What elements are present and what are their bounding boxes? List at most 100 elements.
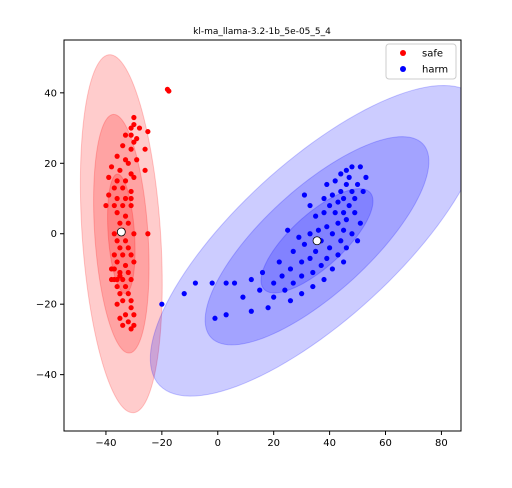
harm-point (338, 188, 344, 195)
safe-point (128, 305, 134, 311)
harm-point (335, 199, 341, 205)
safe-point (131, 174, 137, 180)
harm-point (340, 227, 347, 233)
safe-point (120, 202, 126, 209)
harm-point (248, 276, 254, 283)
legend-marker-safe (400, 50, 406, 56)
safe-point (128, 132, 134, 138)
safe-point (142, 146, 148, 152)
y-tick-label: 40 (44, 88, 57, 99)
harm-point (209, 280, 215, 286)
x-axis: −40 −20 0 20 40 60 80 (95, 431, 448, 449)
safe-point (111, 202, 117, 209)
harm-point (212, 315, 218, 321)
safe-point (111, 231, 117, 237)
harm-point (301, 192, 308, 198)
safe-point (125, 245, 131, 251)
plot-frame (63, 39, 462, 432)
harm-point (340, 259, 347, 265)
harm-point (307, 255, 313, 261)
harm-point (360, 188, 366, 195)
safe-point (122, 195, 129, 202)
safe-point (131, 114, 137, 121)
harm-point (327, 202, 333, 209)
safe-point (114, 283, 120, 290)
harm-point (313, 213, 319, 219)
safe-point (125, 319, 131, 325)
harm-point (340, 195, 347, 202)
harm-mean-marker (312, 236, 322, 246)
harm-ellipse-1 (149, 84, 461, 397)
harm-point (338, 238, 344, 244)
y-tick-label: 20 (44, 159, 57, 170)
safe-point (117, 315, 123, 321)
harm-point (332, 210, 338, 216)
safe-point (128, 326, 134, 332)
safe-point (120, 322, 126, 328)
harm-point (271, 294, 277, 300)
safe-point (131, 121, 137, 128)
legend-marker-harm (400, 66, 406, 72)
harm-point (354, 238, 361, 244)
x-tick-label: 40 (323, 438, 336, 449)
data-points (103, 86, 369, 332)
harm-point (343, 245, 349, 251)
safe-point (128, 276, 134, 283)
harm-point (352, 210, 358, 216)
safe-point (108, 266, 115, 272)
harm-point (324, 224, 330, 230)
harm-point (299, 259, 305, 265)
safe-point (134, 157, 140, 163)
safe-point (120, 252, 126, 258)
harm-point (259, 269, 266, 276)
harm-point (349, 164, 355, 170)
series-means (116, 227, 322, 246)
harm-point (181, 291, 187, 297)
safe-point (114, 301, 120, 307)
safe-point (145, 128, 151, 135)
safe-point (125, 269, 131, 276)
safe-point (108, 164, 115, 170)
safe-point (120, 276, 126, 283)
harm-point (287, 266, 294, 272)
safe-point (166, 88, 172, 94)
harm-point (329, 266, 335, 272)
harm-point (324, 255, 330, 261)
harm-point (354, 181, 361, 188)
harm-point (321, 195, 327, 202)
safe-point (131, 139, 137, 145)
harm-point (290, 248, 296, 254)
safe-point (122, 157, 129, 163)
safe-point (120, 298, 126, 304)
harm-point (257, 287, 263, 293)
harm-point (192, 280, 198, 286)
harm-point (349, 231, 355, 237)
harm-point (346, 202, 352, 209)
harm-point (357, 220, 363, 226)
harm-point (363, 174, 369, 180)
safe-point (131, 259, 137, 265)
safe-point (122, 213, 129, 219)
harm-point (318, 262, 324, 269)
harm-point (279, 273, 285, 279)
y-tick-label: 0 (51, 229, 57, 240)
safe-point (128, 171, 134, 177)
harm-point (301, 241, 308, 247)
safe-point (122, 312, 129, 318)
safe-point (111, 185, 117, 191)
x-tick-label: 80 (435, 438, 448, 449)
x-tick-label: −40 (95, 438, 116, 449)
harm-point (287, 298, 294, 304)
harm-point (290, 280, 296, 286)
safe-point (111, 276, 117, 283)
harm-point (324, 181, 330, 188)
safe-point (122, 238, 129, 244)
safe-point (114, 210, 120, 216)
safe-point (120, 185, 126, 191)
harm-point (332, 178, 338, 184)
safe-point (117, 273, 123, 279)
safe-point (114, 238, 120, 244)
harm-point (240, 294, 246, 300)
safe-point (114, 259, 120, 265)
